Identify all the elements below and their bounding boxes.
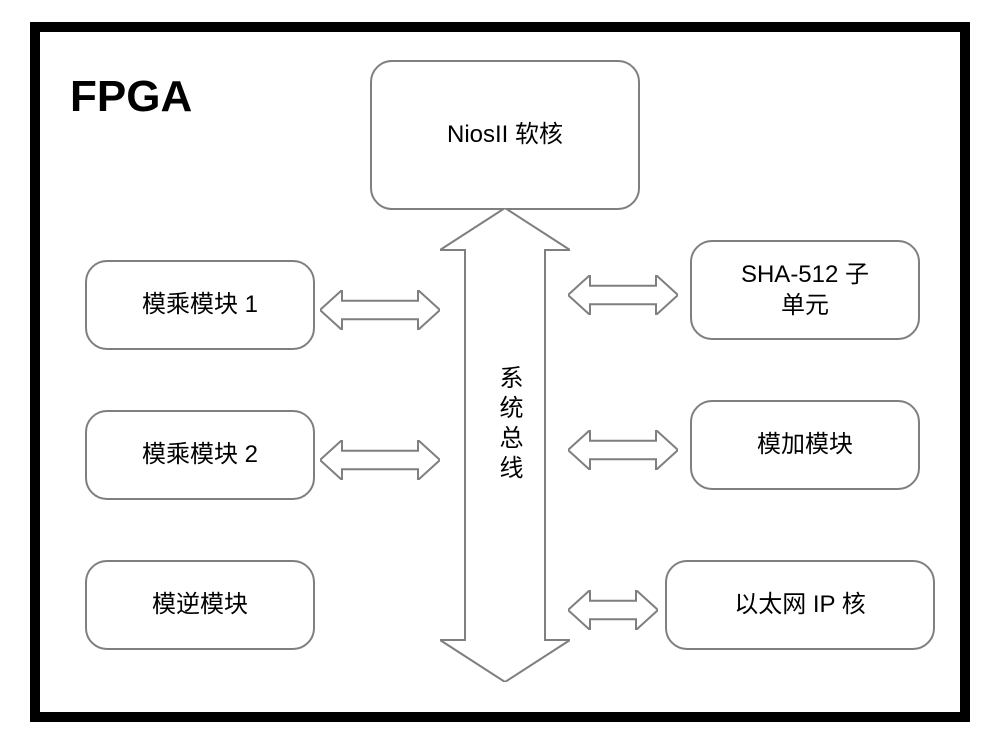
block-modinv-label: 模逆模块 xyxy=(152,589,248,620)
block-modmul1: 模乘模块 1 xyxy=(85,260,315,350)
block-modadd-label: 模加模块 xyxy=(757,429,853,460)
arrow-modmul1-bus xyxy=(320,290,440,330)
block-sha512-label: SHA-512 子 单元 xyxy=(741,259,869,321)
arrow-ethip-bus xyxy=(568,590,658,630)
block-niosii-label: NiosII 软核 xyxy=(447,119,563,150)
block-modadd: 模加模块 xyxy=(690,400,920,490)
arrow-modadd-bus xyxy=(568,430,678,470)
block-ethip: 以太网 IP 核 xyxy=(665,560,935,650)
block-niosii: NiosII 软核 xyxy=(370,60,640,210)
arrow-modmul2-bus xyxy=(320,440,440,480)
block-sha512: SHA-512 子 单元 xyxy=(690,240,920,340)
block-ethip-label: 以太网 IP 核 xyxy=(734,589,866,620)
bus-label: 系统总线 xyxy=(491,365,526,485)
block-modmul2-label: 模乘模块 2 xyxy=(142,439,258,470)
block-modmul1-label: 模乘模块 1 xyxy=(142,289,258,320)
block-modinv: 模逆模块 xyxy=(85,560,315,650)
fpga-title: FPGA xyxy=(70,72,192,122)
arrow-sha512-bus xyxy=(568,275,678,315)
block-modmul2: 模乘模块 2 xyxy=(85,410,315,500)
